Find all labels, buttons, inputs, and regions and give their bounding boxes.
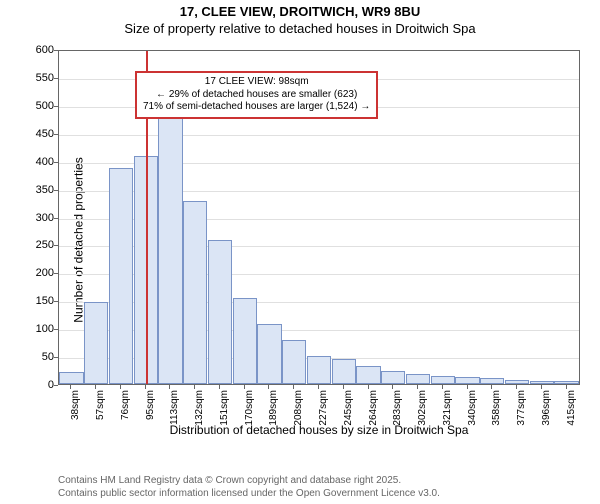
y-tick-label: 300 xyxy=(14,212,54,224)
x-tick-mark xyxy=(120,385,121,389)
x-tick-mark xyxy=(491,385,492,389)
x-tick-mark xyxy=(417,385,418,389)
histogram-bar xyxy=(554,381,578,384)
info-box-line: 71% of semi-detached houses are larger (… xyxy=(143,101,370,114)
y-tick-label: 600 xyxy=(14,44,54,56)
info-box-line: ← 29% of detached houses are smaller (62… xyxy=(143,89,370,102)
y-tick-label: 150 xyxy=(14,295,54,307)
plot-area: 17 CLEE VIEW: 98sqm← 29% of detached hou… xyxy=(58,50,580,385)
x-tick-mark xyxy=(219,385,220,389)
x-tick-mark xyxy=(169,385,170,389)
y-tick-mark xyxy=(54,385,58,386)
histogram-bar xyxy=(455,377,479,384)
x-tick-mark xyxy=(442,385,443,389)
histogram-bar xyxy=(158,109,182,384)
footer: Contains HM Land Registry data © Crown c… xyxy=(58,475,440,500)
x-tick-mark xyxy=(293,385,294,389)
y-tick-label: 450 xyxy=(14,128,54,140)
y-tick-label: 500 xyxy=(14,100,54,112)
x-tick-mark xyxy=(244,385,245,389)
histogram-bar xyxy=(406,374,430,384)
x-tick-mark xyxy=(268,385,269,389)
grid-line xyxy=(59,135,579,136)
histogram-bar xyxy=(356,366,380,384)
x-tick-mark xyxy=(70,385,71,389)
y-tick-label: 250 xyxy=(14,239,54,251)
histogram-bar xyxy=(282,340,306,384)
histogram-bar xyxy=(84,302,108,384)
histogram-bar xyxy=(183,201,207,384)
title-main: 17, CLEE VIEW, DROITWICH, WR9 8BU xyxy=(0,4,600,19)
y-tick-label: 400 xyxy=(14,156,54,168)
x-tick-mark xyxy=(541,385,542,389)
info-box-line: 17 CLEE VIEW: 98sqm xyxy=(143,76,370,89)
histogram-bar xyxy=(307,356,331,384)
histogram-bar xyxy=(431,376,455,384)
y-tick-label: 50 xyxy=(14,351,54,363)
x-tick-mark xyxy=(343,385,344,389)
histogram-bar xyxy=(480,378,504,384)
x-tick-mark xyxy=(516,385,517,389)
footer-line-1: Contains HM Land Registry data © Crown c… xyxy=(58,475,440,488)
histogram-bar xyxy=(530,381,554,384)
histogram-bar xyxy=(505,380,529,384)
x-tick-mark xyxy=(95,385,96,389)
title-sub: Size of property relative to detached ho… xyxy=(0,21,600,36)
histogram-bar xyxy=(257,324,281,384)
x-tick-mark xyxy=(368,385,369,389)
x-tick-mark xyxy=(566,385,567,389)
y-tick-label: 100 xyxy=(14,323,54,335)
histogram-bar xyxy=(332,359,356,384)
chart-container: Number of detached properties 0501001502… xyxy=(0,42,600,437)
y-tick-label: 0 xyxy=(14,379,54,391)
x-tick-mark xyxy=(194,385,195,389)
y-tick-label: 550 xyxy=(14,72,54,84)
histogram-bar xyxy=(59,372,83,384)
x-tick-mark xyxy=(318,385,319,389)
histogram-bar xyxy=(109,168,133,384)
info-box: 17 CLEE VIEW: 98sqm← 29% of detached hou… xyxy=(135,71,378,119)
y-tick-label: 350 xyxy=(14,184,54,196)
footer-line-2: Contains public sector information licen… xyxy=(58,488,440,501)
x-tick-mark xyxy=(392,385,393,389)
x-axis-label: Distribution of detached houses by size … xyxy=(58,423,580,437)
y-tick-label: 200 xyxy=(14,267,54,279)
histogram-bar xyxy=(381,371,405,384)
x-tick-mark xyxy=(467,385,468,389)
x-tick-mark xyxy=(145,385,146,389)
histogram-bar xyxy=(208,240,232,384)
histogram-bar xyxy=(233,298,257,384)
